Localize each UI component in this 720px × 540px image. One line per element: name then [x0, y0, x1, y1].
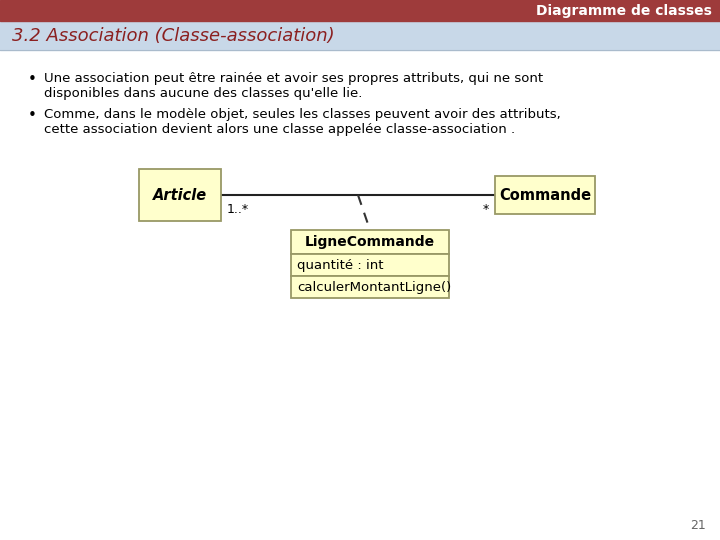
Text: •: •	[28, 72, 37, 87]
Text: disponibles dans aucune des classes qu'elle lie.: disponibles dans aucune des classes qu'e…	[44, 87, 362, 100]
Bar	[291, 230, 449, 254]
Text: Comme, dans le modèle objet, seules les classes peuvent avoir des attributs,: Comme, dans le modèle objet, seules les …	[44, 108, 561, 121]
Bar	[291, 276, 449, 298]
Text: cette association devient alors une classe appelée classe-association .: cette association devient alors une clas…	[44, 123, 515, 136]
Text: calculerMontantLigne(): calculerMontantLigne()	[297, 280, 451, 294]
Bar	[495, 176, 595, 214]
Text: Commande: Commande	[499, 187, 591, 202]
Bar	[0, 21, 720, 50]
Text: Une association peut être rainée et avoir ses propres attributs, qui ne sont: Une association peut être rainée et avoi…	[44, 72, 543, 85]
Text: *: *	[482, 203, 489, 216]
Bar	[139, 169, 221, 221]
Text: •: •	[28, 108, 37, 123]
Text: 3.2 Association (Classe-association): 3.2 Association (Classe-association)	[12, 27, 335, 45]
Text: 1..*: 1..*	[227, 203, 249, 216]
Text: quantité : int: quantité : int	[297, 259, 384, 272]
Text: Diagramme de classes: Diagramme de classes	[536, 3, 712, 17]
Bar	[291, 254, 449, 276]
Text: Article: Article	[153, 187, 207, 202]
Text: 21: 21	[690, 519, 706, 532]
Bar	[0, 0, 720, 21]
Text: LigneCommande: LigneCommande	[305, 235, 435, 249]
